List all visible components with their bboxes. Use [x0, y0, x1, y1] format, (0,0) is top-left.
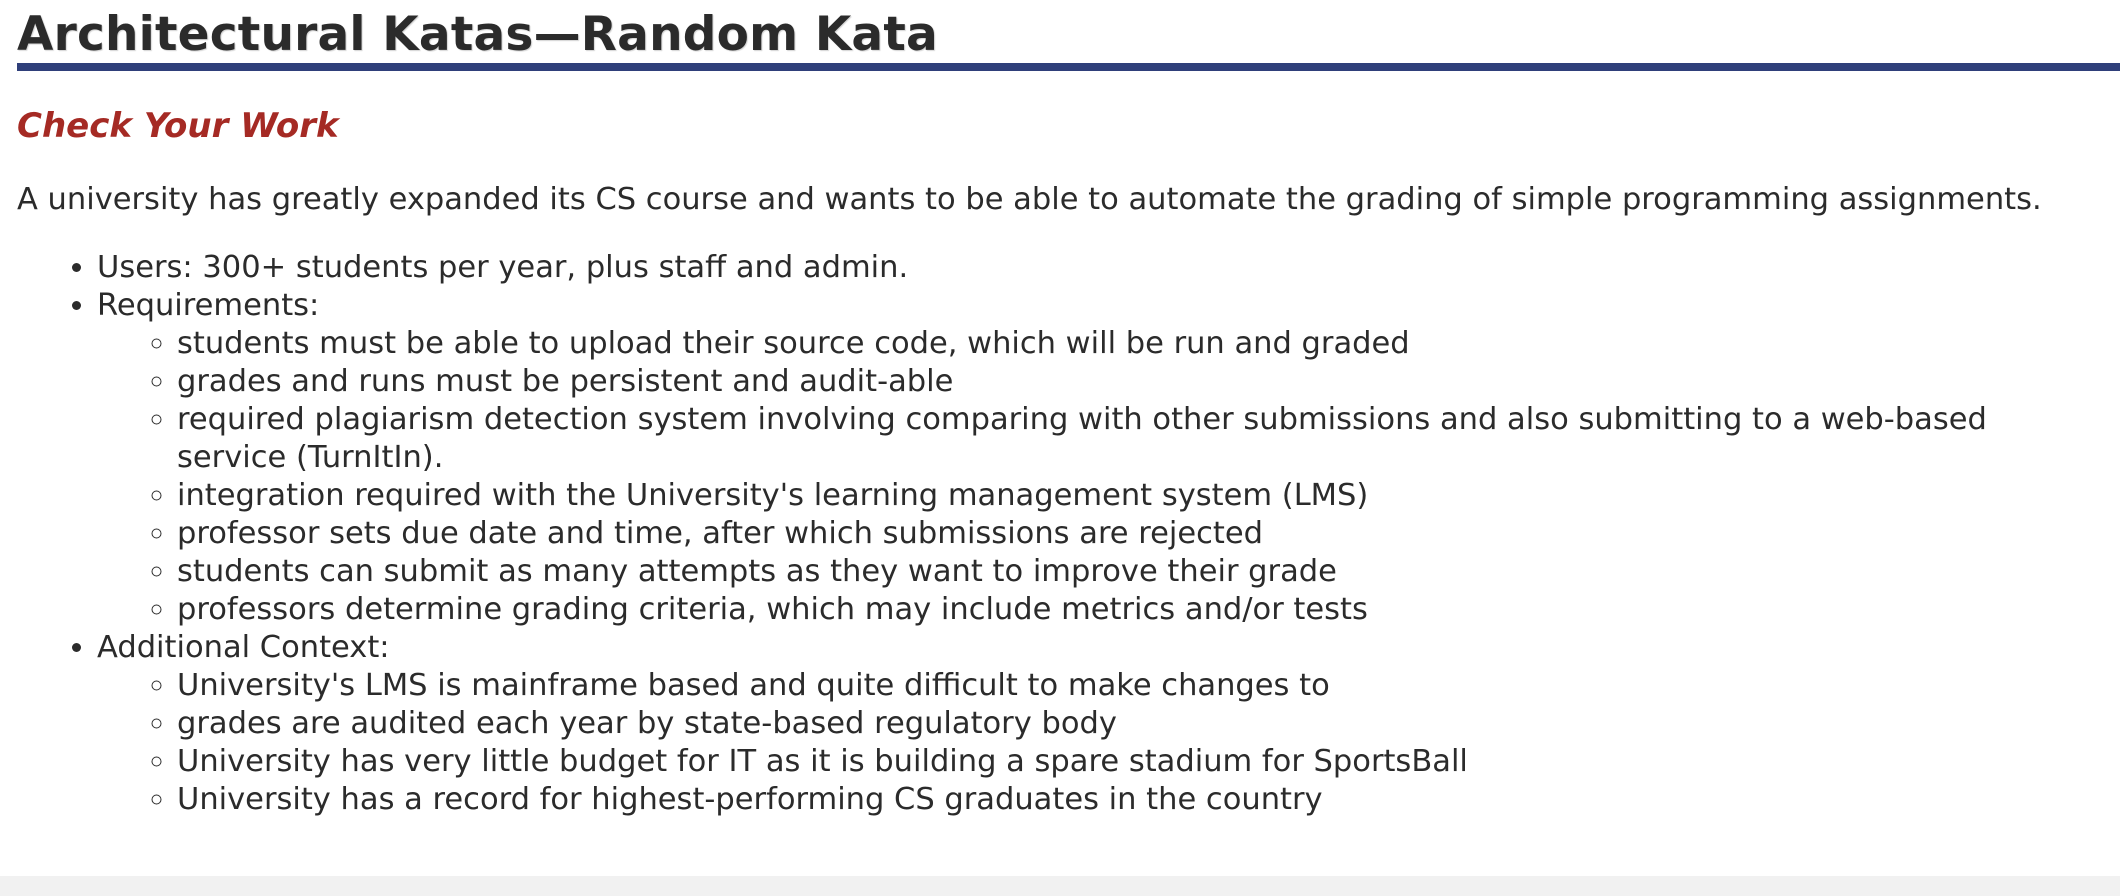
context-item: University has a record for highest-perf… [177, 781, 2097, 819]
requirements-label: Requirements: [97, 288, 320, 323]
page-title: Architectural Katas—Random Kata [17, 7, 938, 62]
title-underline-rule [17, 63, 2120, 71]
context-item: University's LMS is mainframe based and … [177, 667, 2097, 705]
list-item-requirements: Requirements: students must be able to u… [97, 287, 2097, 629]
footer-band [0, 876, 2120, 896]
requirements-list: students must be able to upload their so… [97, 325, 2097, 629]
requirement-item: students can submit as many attempts as … [177, 553, 2097, 591]
context-item: University has very little budget for IT… [177, 743, 2097, 781]
kata-name-heading: Check Your Work [17, 106, 339, 146]
requirement-item: professor sets due date and time, after … [177, 515, 2097, 553]
requirement-item: integration required with the University… [177, 477, 2097, 515]
requirement-item: professors determine grading criteria, w… [177, 591, 2097, 629]
kata-intro-paragraph: A university has greatly expanded its CS… [17, 182, 2042, 217]
context-item: grades are audited each year by state-ba… [177, 705, 2097, 743]
kata-details-list: Users: 300+ students per year, plus staf… [17, 249, 2097, 819]
kata-page: Architectural Katas—Random Kata Check Yo… [0, 0, 2120, 876]
requirement-item: required plagiarism detection system inv… [177, 401, 2097, 477]
additional-context-list: University's LMS is mainframe based and … [97, 667, 2097, 819]
requirement-item: students must be able to upload their so… [177, 325, 2097, 363]
additional-context-label: Additional Context: [97, 630, 390, 665]
requirement-item: grades and runs must be persistent and a… [177, 363, 2097, 401]
list-item-users: Users: 300+ students per year, plus staf… [97, 249, 2097, 287]
list-item-additional-context: Additional Context: University's LMS is … [97, 629, 2097, 819]
